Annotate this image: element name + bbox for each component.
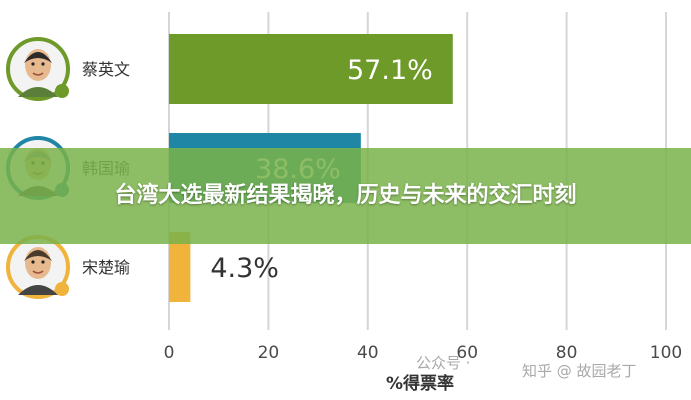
x-tick-label-20: 20: [258, 343, 280, 363]
banner-title: 台湾大选最新结果揭晓，历史与未来的交汇时刻: [114, 183, 577, 208]
bar-3: [169, 232, 191, 302]
bar-value-label-1: 57.1%: [347, 55, 433, 86]
category-label-3: 宋楚瑜: [82, 258, 130, 277]
watermark-right: 知乎 @ 故园老丁: [522, 362, 637, 380]
x-tick-label-80: 80: [556, 343, 578, 363]
category-label-1: 蔡英文: [82, 60, 130, 79]
avatar-1-icon: [6, 37, 70, 101]
x-tick-label-60: 60: [456, 343, 478, 363]
avatar-3-icon: [6, 235, 70, 299]
title-banner: 台湾大选最新结果揭晓，历史与未来的交汇时刻: [0, 148, 691, 244]
x-axis-label: %得票率: [386, 373, 454, 394]
bar-1: [169, 34, 453, 104]
x-tick-label-40: 40: [357, 343, 379, 363]
x-tick-labels: 0 20 40 60 80 100: [164, 343, 683, 363]
x-tick-label-100: 100: [650, 343, 682, 363]
watermark-left: 公众号 ·: [416, 354, 471, 372]
x-tick-label-0: 0: [164, 343, 175, 363]
bar-value-label-3: 4.3%: [210, 253, 279, 284]
